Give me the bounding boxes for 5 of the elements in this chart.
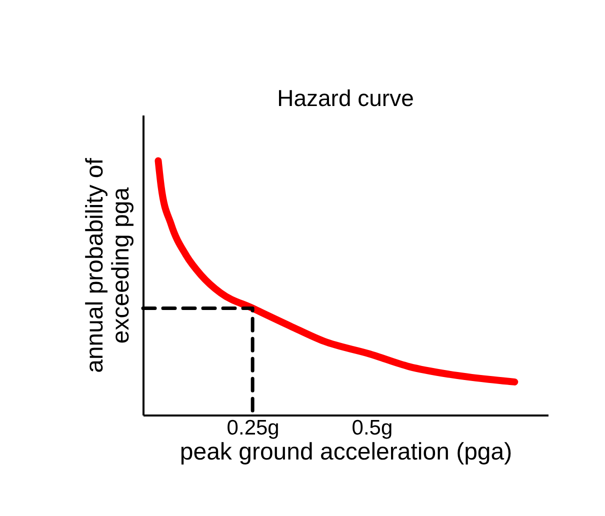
x-tick-label: 0.25g [226,416,280,440]
y-axis-title: annual probability of exceeding pga [82,158,134,373]
x-axis-title: peak ground acceleration (pga) [180,438,512,466]
x-tick-label: 0.5g [352,416,393,440]
chart-title: Hazard curve [277,85,414,111]
